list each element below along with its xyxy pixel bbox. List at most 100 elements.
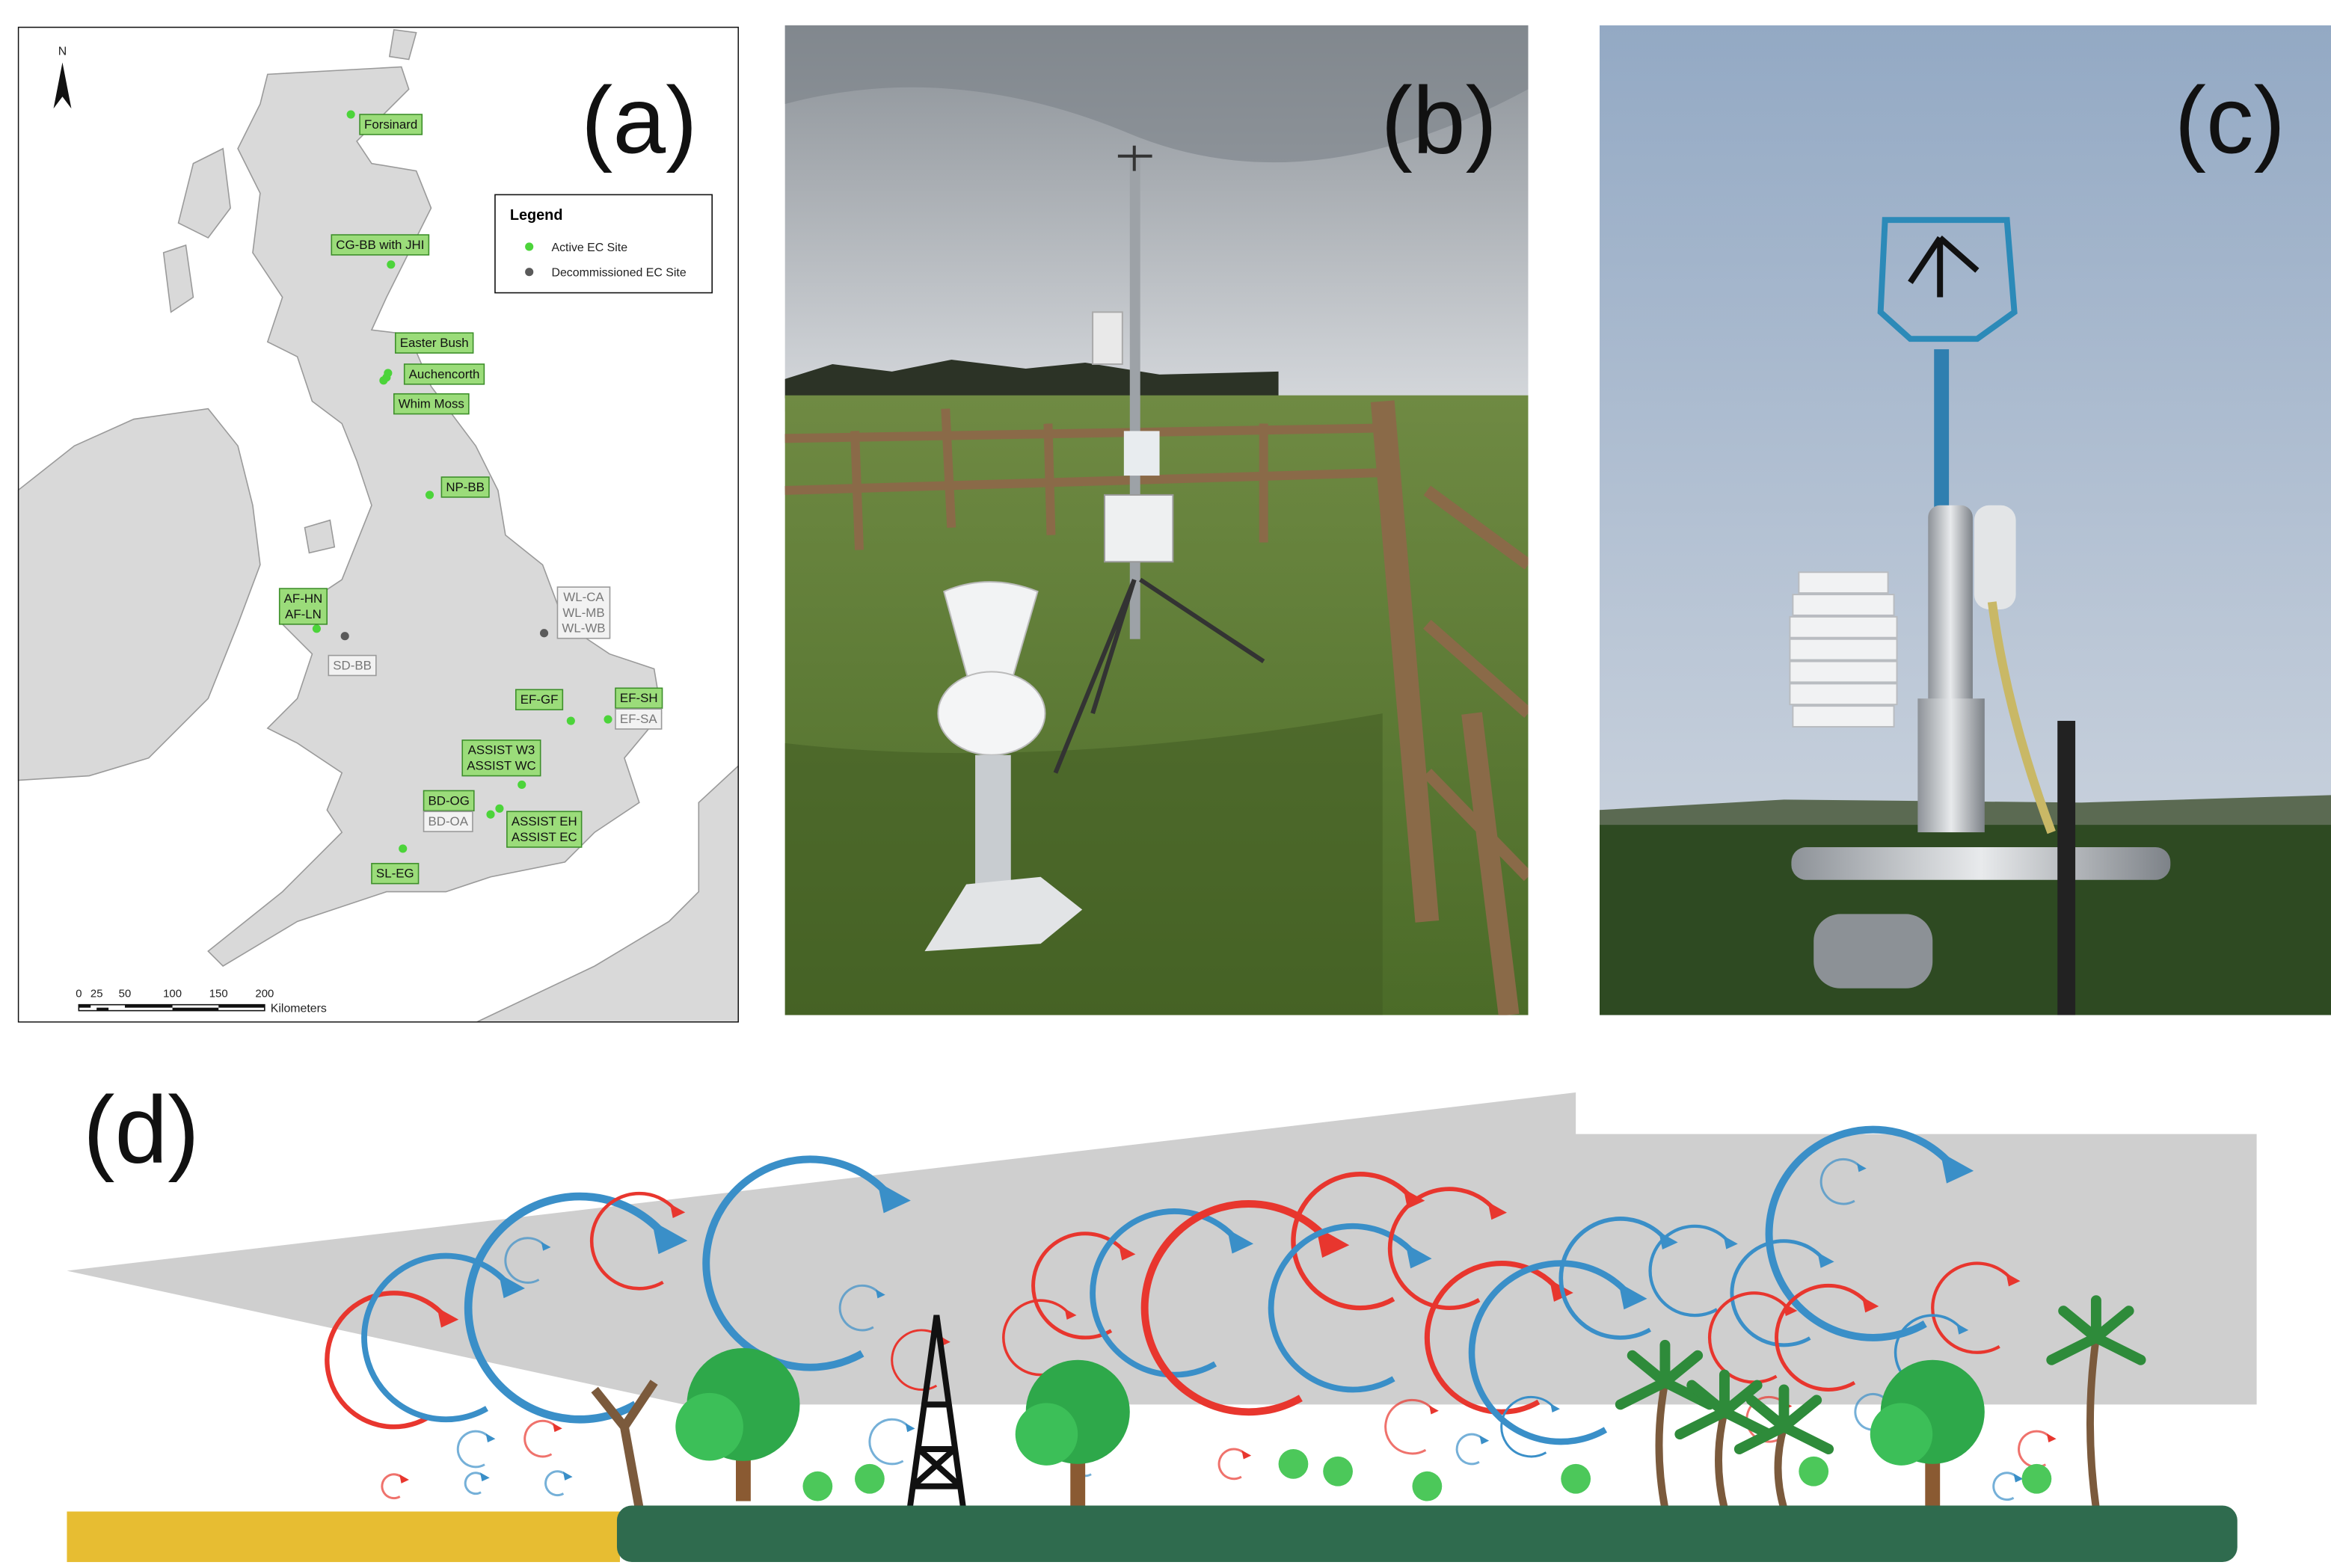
eddy bbox=[1424, 1261, 1561, 1415]
tripod bbox=[1053, 577, 1265, 774]
site-name: WL-WB bbox=[562, 621, 605, 636]
eddy bbox=[1455, 1433, 1484, 1466]
legend-title: Legend bbox=[510, 207, 563, 224]
site-name: Easter Bush bbox=[400, 336, 469, 350]
clouds bbox=[784, 25, 1529, 163]
eddy-arrow bbox=[553, 1423, 562, 1433]
eddy-arrow bbox=[1956, 1323, 1969, 1335]
eddy bbox=[1775, 1283, 1870, 1392]
site-label: CG-BB with JHI bbox=[331, 234, 430, 256]
palm-fronds bbox=[1674, 1369, 1775, 1440]
eddy-arrow bbox=[541, 1241, 551, 1251]
eddy-arrow bbox=[1723, 1235, 1738, 1249]
site-name: WL-CA bbox=[563, 590, 604, 604]
eddy-arrow bbox=[876, 1289, 885, 1299]
site-dots bbox=[312, 110, 612, 853]
site-dot bbox=[312, 624, 321, 633]
eddy-arrow bbox=[1783, 1303, 1798, 1317]
eddy bbox=[1648, 1224, 1730, 1318]
antenna bbox=[2057, 721, 2076, 1015]
site-label: Whim Moss bbox=[393, 393, 470, 415]
site-name: Forsinard bbox=[364, 117, 417, 132]
eddy-arrow bbox=[1817, 1252, 1834, 1268]
site-label: ASSIST W3 ASSIST WC bbox=[461, 740, 541, 777]
eddy bbox=[1140, 1200, 1332, 1416]
sonic-frame bbox=[1877, 217, 2018, 342]
eddy-arrow bbox=[562, 1471, 573, 1481]
radiation-shield bbox=[1092, 311, 1123, 365]
eddy bbox=[464, 1192, 669, 1424]
site-name: WL-MB bbox=[562, 606, 604, 620]
shrub bbox=[1323, 1456, 1353, 1486]
site-dot bbox=[539, 629, 549, 638]
north-arrow: N bbox=[53, 46, 72, 109]
eddy bbox=[325, 1291, 447, 1430]
eddy-arrow bbox=[1479, 1435, 1490, 1445]
site-name: ASSIST EH bbox=[512, 814, 577, 828]
eddy bbox=[891, 1329, 946, 1391]
vegetation bbox=[591, 1295, 2146, 1510]
eddy bbox=[464, 1472, 485, 1495]
site-dot bbox=[382, 373, 391, 382]
eddy bbox=[1558, 1217, 1668, 1340]
site-dot bbox=[566, 716, 575, 725]
site-box bbox=[278, 588, 328, 625]
eddy bbox=[1387, 1187, 1497, 1310]
site-name: CG-BB with JHI bbox=[336, 238, 424, 252]
site-box bbox=[423, 811, 473, 832]
site-dot bbox=[346, 110, 355, 119]
scale-tick-label: 100 bbox=[163, 989, 182, 1000]
eddy-arrow bbox=[1862, 1297, 1879, 1313]
eddy-arrow bbox=[1429, 1405, 1439, 1415]
site-box bbox=[515, 689, 564, 710]
eddy bbox=[1819, 1157, 1861, 1205]
eddy-arrow bbox=[2013, 1473, 2024, 1483]
palm-trunk bbox=[2086, 1337, 2100, 1510]
site-name: AF-LN bbox=[285, 607, 322, 621]
site-dot bbox=[425, 491, 434, 499]
scale-bar-segment bbox=[79, 1004, 91, 1008]
scale-bar-segment bbox=[124, 1004, 173, 1008]
eddy bbox=[1031, 1232, 1127, 1340]
forest-ground bbox=[616, 1505, 2238, 1563]
palm-fronds bbox=[2046, 1295, 2146, 1365]
site-labels: Forsinard CG-BB with JHI Easter Bush Auc… bbox=[278, 114, 663, 885]
legend: Legend Active EC Site Decommissioned EC … bbox=[494, 194, 713, 294]
site-name: SD-BB bbox=[333, 658, 372, 672]
site-name: BD-OG bbox=[429, 793, 470, 808]
eddy bbox=[868, 1418, 910, 1466]
eddy bbox=[504, 1237, 546, 1284]
site-box bbox=[461, 740, 541, 777]
site-box bbox=[359, 114, 423, 135]
scale-tick-label: 150 bbox=[209, 989, 228, 1000]
eddy-arrow bbox=[2006, 1273, 2021, 1287]
legend-item: Decommissioned EC Site bbox=[552, 267, 687, 280]
site-label: Easter Bush bbox=[394, 332, 474, 354]
site-name: NP-BB bbox=[446, 480, 485, 494]
site-name: ASSIST EC bbox=[512, 830, 577, 844]
site-label: ASSIST EH ASSIST EC bbox=[506, 811, 583, 848]
gas-analyzer bbox=[1974, 505, 2016, 609]
tree-crown bbox=[675, 1392, 743, 1461]
site-box bbox=[615, 708, 663, 730]
site-name: EF-GF bbox=[520, 692, 559, 707]
pipe bbox=[1813, 914, 1933, 989]
shrub bbox=[802, 1471, 833, 1501]
eddy bbox=[1468, 1260, 1632, 1445]
eddy-arrow bbox=[1857, 1163, 1867, 1172]
eddy bbox=[1384, 1398, 1434, 1455]
tree-crown bbox=[1870, 1403, 1933, 1466]
site-label: BD-OA bbox=[423, 811, 473, 832]
eddy-arrow bbox=[877, 1181, 911, 1214]
site-name: BD-OA bbox=[429, 814, 469, 828]
site-label: EF-GF bbox=[515, 689, 564, 710]
eddy bbox=[523, 1419, 557, 1458]
site-name: EF-SH bbox=[620, 691, 658, 705]
site-name: AF-HN bbox=[284, 591, 323, 606]
north-arrow-shape bbox=[53, 62, 72, 109]
anemometer bbox=[1117, 145, 1152, 171]
tower bbox=[906, 1315, 967, 1510]
eddy bbox=[1002, 1299, 1070, 1377]
